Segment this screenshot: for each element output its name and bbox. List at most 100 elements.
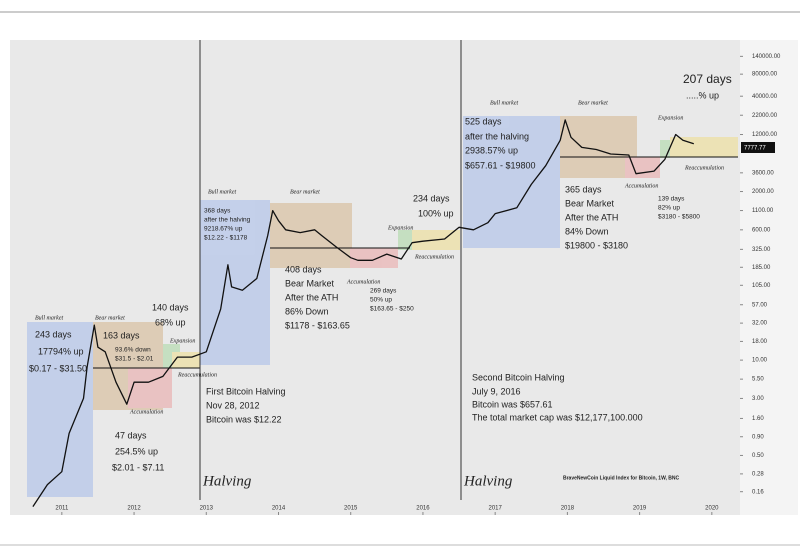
annotation: $163.65 - $250 xyxy=(370,306,414,313)
annotation: Halving xyxy=(202,473,252,489)
annotation: Bitcoin was $12.22 xyxy=(206,414,282,424)
annotation: 368 days xyxy=(204,208,231,215)
y-tick-label: 18.00 xyxy=(752,339,768,345)
y-tick-label: 0.50 xyxy=(752,453,764,459)
annotation: First Bitcoin Halving xyxy=(206,386,286,396)
annotation: $0.17 - $31.50 xyxy=(29,363,87,373)
annotation: 243 days xyxy=(35,329,72,339)
y-tick-label: 600.00 xyxy=(752,227,771,233)
annotation: Bear market xyxy=(95,315,125,321)
annotation: Bull market xyxy=(35,315,63,321)
y-tick-label: 0.90 xyxy=(752,434,764,440)
y-tick-label: 32.00 xyxy=(752,321,768,327)
price-label: 7777.77 xyxy=(744,146,766,152)
annotation: 68% up xyxy=(155,317,186,327)
annotation: 86% Down xyxy=(285,306,329,316)
annotation: Bitcoin was $657.61 xyxy=(472,399,553,409)
y-tick-label: 105.00 xyxy=(752,283,771,289)
annotation: 269 days xyxy=(370,288,397,295)
x-tick-label: 2017 xyxy=(488,506,502,512)
y-tick-label: 10.00 xyxy=(752,358,768,364)
annotation: $12.22 - $1178 xyxy=(204,235,248,242)
annotation: 50% up xyxy=(370,297,392,304)
annotation: After the ATH xyxy=(565,212,618,222)
x-tick-label: 2019 xyxy=(633,506,647,512)
annotation: 525 days xyxy=(465,116,502,126)
bull-zone xyxy=(27,322,93,497)
annotation: 163 days xyxy=(103,330,140,340)
annotation: Expansion xyxy=(169,338,195,344)
reaccumulation-zone xyxy=(172,352,200,368)
reaccumulation-zone xyxy=(670,137,738,157)
annotation: 82% up xyxy=(658,205,680,212)
price-line xyxy=(32,119,694,507)
y-tick-label: 1100.00 xyxy=(752,208,774,214)
expansion-zone xyxy=(398,230,412,250)
y-tick-label: 5.50 xyxy=(752,377,764,383)
annotation: 17794% up xyxy=(38,346,84,356)
annotation: Reaccumulation xyxy=(684,165,724,171)
annotation: $2.01 - $7.11 xyxy=(112,462,164,472)
annotation: 254.5% up xyxy=(115,446,158,456)
annotation: Accumulation xyxy=(346,279,380,285)
y-tick-label: 57.00 xyxy=(752,302,768,308)
annotation: 207 days xyxy=(683,72,732,86)
y-tick-label: 80000.00 xyxy=(752,72,778,78)
y-tick-label: 12000.00 xyxy=(752,132,778,138)
y-tick-label: 325.00 xyxy=(752,247,771,253)
annotation: $31.5 - $2.01 xyxy=(115,356,154,363)
annotation: Bear Market xyxy=(565,198,615,208)
annotation: July 9, 2016 xyxy=(472,386,521,396)
annotation: after the halving xyxy=(465,131,529,141)
price-box xyxy=(741,142,775,153)
x-tick-label: 2013 xyxy=(200,506,214,512)
y-tick-label: 22000.00 xyxy=(752,113,778,119)
annotation: 408 days xyxy=(285,264,322,274)
bear-zone xyxy=(270,203,352,268)
annotation: Accumulation xyxy=(624,183,658,189)
annotation: $19800 - $3180 xyxy=(565,240,628,250)
annotation: 9218.67% up xyxy=(204,226,243,233)
x-tick-label: 2012 xyxy=(127,506,141,512)
x-tick-label: 2016 xyxy=(416,506,430,512)
annotation: after the halving xyxy=(204,217,251,224)
y-tick-label: 3.00 xyxy=(752,396,764,402)
y-tick-label: 0.16 xyxy=(752,489,764,495)
zones xyxy=(27,116,738,497)
y-tick-label: 3600.00 xyxy=(752,170,774,176)
annotation: Expansion xyxy=(387,225,413,231)
annotation: $657.61 - $19800 xyxy=(465,160,536,170)
annotation: 139 days xyxy=(658,196,685,203)
annotation: 93.6% down xyxy=(115,347,151,354)
annotation: 365 days xyxy=(565,184,602,194)
y-tick-label: 2000.00 xyxy=(752,189,774,195)
annotation: 100% up xyxy=(418,208,454,218)
annotation: BraveNewCoin Liquid Index for Bitcoin, 1… xyxy=(563,475,680,481)
annotation: 47 days xyxy=(115,430,147,440)
annotation: 234 days xyxy=(413,193,450,203)
annotation: Second Bitcoin Halving xyxy=(472,372,565,382)
x-tick-label: 2015 xyxy=(344,506,358,512)
y-tick-label: 40000.00 xyxy=(752,94,778,100)
annotation: After the ATH xyxy=(285,292,338,302)
y-tick-label: 185.00 xyxy=(752,265,771,271)
x-tick-label: 2018 xyxy=(561,506,575,512)
annotation: Bull market xyxy=(208,189,236,195)
annotation: .....% up xyxy=(686,90,719,100)
annotation: Reaccumulation xyxy=(414,254,454,260)
annotation: Reaccumulation xyxy=(177,372,217,378)
annotation: $1178 - $163.65 xyxy=(285,320,350,330)
axis-area xyxy=(740,40,798,515)
annotation: 140 days xyxy=(152,302,189,312)
x-tick-label: 2014 xyxy=(272,506,286,512)
x-tick-label: 2011 xyxy=(55,506,69,512)
annotation: Bear Market xyxy=(285,278,335,288)
annotation: Bear market xyxy=(578,100,608,106)
accumulation-zone xyxy=(625,157,660,178)
y-tick-label: 140000.00 xyxy=(752,54,781,60)
annotation: Nov 28, 2012 xyxy=(206,400,260,410)
annotation: Accumulation xyxy=(129,409,163,415)
y-tick-label: 0.28 xyxy=(752,471,764,477)
annotation: 2938.57% up xyxy=(465,145,518,155)
y-tick-label: 1.60 xyxy=(752,416,764,422)
